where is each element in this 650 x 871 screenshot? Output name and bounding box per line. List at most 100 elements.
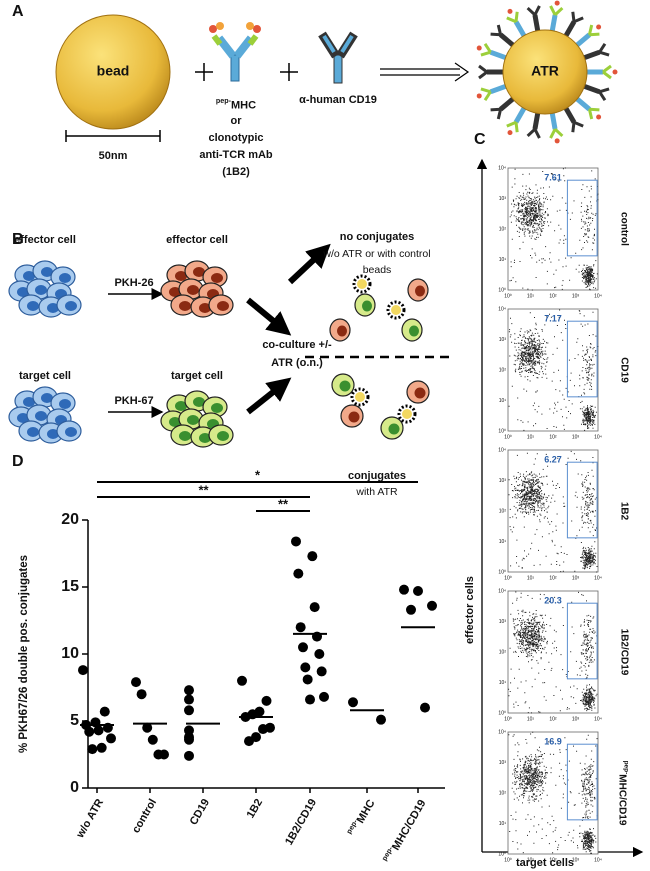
mini-atr (350, 387, 370, 407)
nucleus (339, 380, 351, 392)
data-point (184, 750, 194, 761)
atr-stem (549, 110, 558, 130)
atr-arm (526, 128, 536, 138)
data-point (142, 722, 153, 733)
reagent-1-line: anti-TCR mAb (199, 149, 273, 161)
y-tick-label: 20 (61, 511, 79, 528)
x-axis-label: target cells (516, 857, 574, 869)
x-tick-label: pep-MHC/CD19 (380, 797, 428, 866)
nucleus (59, 273, 71, 283)
x-tick-label: 10¹ (527, 434, 535, 440)
data-point (406, 604, 416, 615)
atr-stem (498, 95, 516, 112)
data-point (136, 689, 147, 700)
atr-arm (514, 11, 519, 22)
panel-label: A (12, 3, 24, 20)
data-point (147, 734, 158, 745)
outcome-text: w/o ATR or with control (322, 248, 430, 260)
atr-peptide (596, 114, 602, 120)
outcome-text: beads (363, 264, 392, 276)
atr-label: ATR (531, 63, 559, 79)
data-point (184, 685, 194, 696)
coculture: ATR (o.n.) (271, 357, 323, 369)
y-tick-label: 10⁰ (498, 710, 506, 716)
y-tick-label: 10⁴ (498, 306, 506, 312)
dye-label: PKH-67 (114, 395, 153, 407)
nucleus (41, 393, 53, 403)
atr-bead (502, 29, 588, 115)
plus (280, 63, 298, 81)
significance-label: ** (198, 482, 209, 497)
atr-stem (581, 49, 601, 61)
data-point (244, 736, 254, 747)
plot-name: CD19 (618, 357, 629, 383)
plus (195, 63, 213, 81)
atr-arm (602, 64, 612, 74)
mini-atr (397, 404, 417, 424)
y-tick-label: 10³ (499, 478, 507, 484)
reagent-1-line: pep-MHC (216, 97, 256, 111)
y-axis-label: effector cells (464, 576, 476, 644)
cell-label: effector cell (14, 234, 76, 246)
nucleus (27, 427, 39, 437)
y-tick-label: 10³ (499, 619, 507, 625)
nucleus (41, 267, 53, 277)
y-tick-label: 10² (499, 367, 507, 373)
atr-stem (562, 105, 577, 124)
y-tick-label: 10³ (499, 196, 507, 202)
x-tick-label: 10³ (572, 293, 580, 299)
y-tick-label: 10² (499, 508, 507, 514)
atr-arm (589, 107, 600, 112)
x-tick-label: 10⁴ (594, 293, 602, 299)
mini-atr (352, 274, 372, 294)
atr-stem (513, 20, 528, 39)
atr-peptide (507, 130, 513, 136)
outcome-title: conjugates (348, 470, 406, 482)
y-tick-label: 10² (499, 226, 507, 232)
nucleus (193, 397, 205, 407)
atr-stem (574, 32, 592, 49)
data-point (99, 706, 110, 717)
atr-arm (587, 108, 594, 120)
reagent-1: pep-MHC or clonotypic anti-TCR mAb (1B2) (199, 97, 273, 178)
y-tick-label: 10⁴ (498, 729, 506, 735)
nucleus (187, 415, 199, 425)
atr-arm (599, 87, 610, 94)
reagent-1-line: (1B2) (222, 166, 250, 178)
x-tick-label: 10⁴ (594, 575, 602, 581)
nucleus (35, 285, 47, 295)
y-tick-label: 10 (61, 645, 79, 662)
dye-label: PKH-26 (114, 277, 153, 289)
coculture: co-culture +/- (262, 339, 332, 351)
data-point (305, 694, 315, 705)
events (508, 309, 599, 431)
x-tick-label: control (130, 797, 159, 835)
gate (566, 743, 598, 821)
plot-name: pep-MHC/CD19 (617, 761, 630, 826)
data-point (261, 695, 272, 706)
reagent-2: α-human CD19 (299, 94, 377, 106)
arrow (287, 243, 331, 285)
events (508, 731, 598, 854)
atr-peptide (554, 0, 560, 6)
data-point (184, 734, 194, 745)
events (508, 450, 598, 573)
x-tick-label: 10¹ (527, 857, 535, 863)
flow-plots: 7.61control10⁰10⁰10¹10¹10²10²10³10³10⁴10… (498, 165, 630, 863)
atr-stem (562, 20, 577, 39)
nucleus (175, 401, 187, 411)
y-tick-label: 10¹ (499, 680, 507, 686)
data-point (184, 705, 194, 716)
gate-value: 7.17 (544, 313, 562, 323)
nucleus (47, 303, 59, 313)
double-arrow (380, 62, 470, 82)
atr-arm (554, 128, 564, 138)
gate-value: 7.61 (544, 172, 562, 182)
atr-stem (574, 95, 592, 112)
x-tick-label: 10⁰ (504, 434, 512, 440)
x-tick-label: 1B2/CD19 (283, 797, 319, 847)
atr-arm (514, 122, 519, 133)
x-tick-label: 10¹ (527, 716, 535, 722)
data-point (427, 600, 437, 611)
